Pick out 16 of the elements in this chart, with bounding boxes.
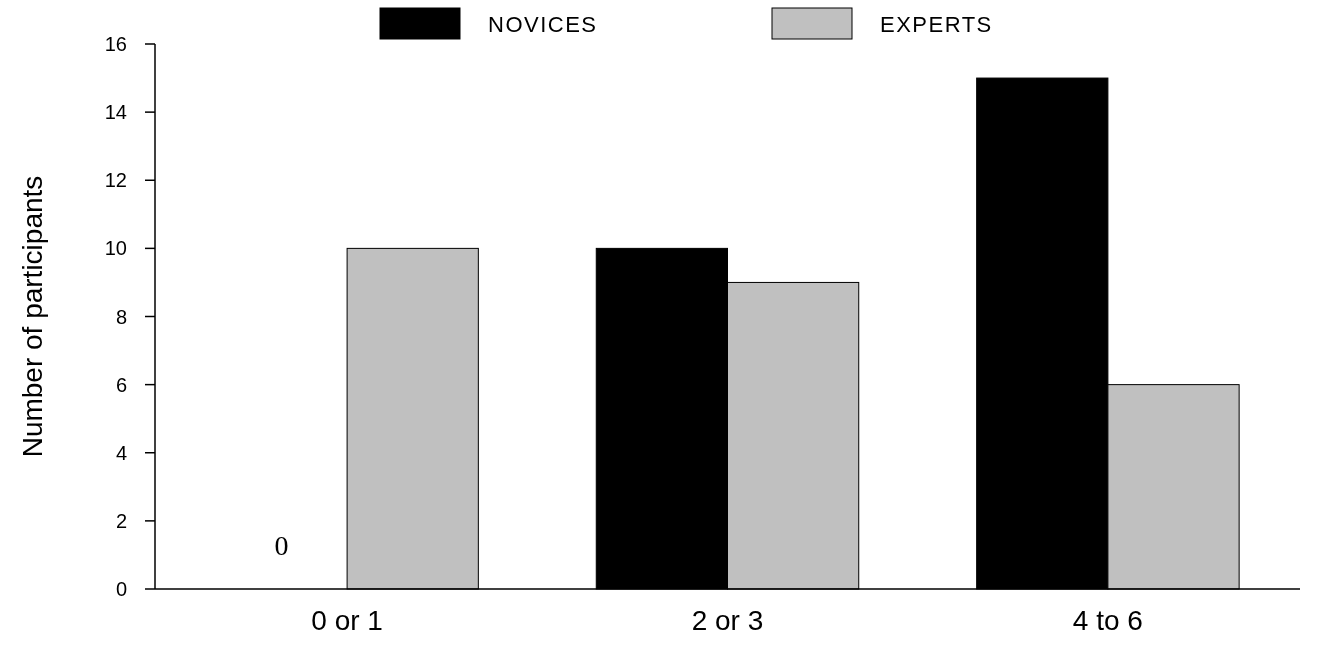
x-tick-label: 0 or 1 xyxy=(311,605,383,636)
y-tick-label: 4 xyxy=(115,441,127,464)
y-axis-title: Number of participants xyxy=(17,175,48,458)
annotation: 0 xyxy=(274,530,289,561)
x-tick-label: 4 to 6 xyxy=(1072,605,1143,636)
x-tick-label: 2 or 3 xyxy=(691,605,764,636)
legend-label: EXPERTS xyxy=(880,11,993,37)
y-tick-label: 0 xyxy=(115,578,127,600)
y-tick-label: 14 xyxy=(104,101,127,124)
y-tick-label: 10 xyxy=(104,237,127,260)
y-tick-label: 6 xyxy=(115,373,127,396)
y-tick-label: 8 xyxy=(115,305,127,328)
y-tick-label: 12 xyxy=(104,169,127,192)
y-tick-label: 16 xyxy=(104,33,127,55)
y-tick-label: 2 xyxy=(115,509,127,532)
legend-label: NOVICES xyxy=(488,11,598,37)
